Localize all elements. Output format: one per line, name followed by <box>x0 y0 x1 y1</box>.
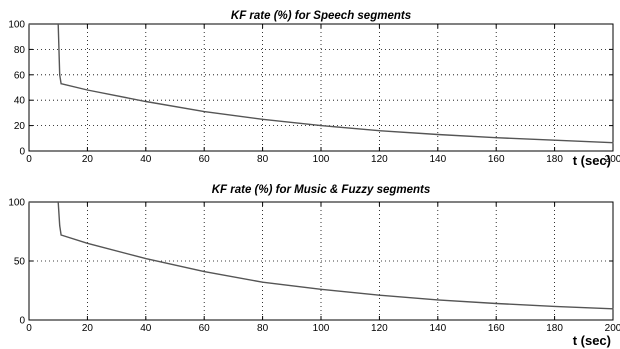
data-point <box>612 142 614 144</box>
x-tick-label: 200 <box>605 154 620 165</box>
data-point <box>86 242 88 244</box>
data-point <box>60 83 62 85</box>
x-tick-label: 200 <box>605 323 620 334</box>
x-tick-label: 20 <box>82 323 94 334</box>
x-tick-label: 180 <box>546 323 563 334</box>
data-point <box>378 130 380 132</box>
data-point <box>495 137 497 139</box>
data-point <box>554 305 556 308</box>
x-tick-label: 160 <box>488 154 505 165</box>
x-tick-label: 40 <box>140 323 152 334</box>
x-tick-label: 100 <box>313 154 330 165</box>
x-tick-label: 20 <box>82 154 94 165</box>
x-tick-label: 0 <box>26 154 32 165</box>
data-point <box>60 234 62 236</box>
series-line <box>29 201 614 310</box>
y-tick-label: 40 <box>14 96 26 107</box>
data-point <box>57 201 59 203</box>
data-point <box>320 125 322 127</box>
y-tick-label: 0 <box>19 316 25 327</box>
data-point <box>203 111 205 113</box>
data-point <box>262 118 264 120</box>
x-tick-label: 40 <box>140 154 152 165</box>
x-axis-label: t (sec) <box>573 153 611 168</box>
x-tick-label: 80 <box>257 154 269 165</box>
data-point <box>262 281 264 283</box>
x-tick-label: 180 <box>546 154 563 165</box>
y-tick-label: 20 <box>14 121 26 132</box>
data-point <box>59 225 61 227</box>
x-tick-label: 120 <box>371 154 388 165</box>
chart-title: KF rate (%) for Speech segments <box>231 10 411 22</box>
data-point <box>495 302 497 305</box>
x-tick-label: 0 <box>26 323 32 334</box>
x-tick-label: 120 <box>371 323 388 334</box>
x-tick-label: 100 <box>313 323 330 334</box>
x-tick-label: 140 <box>429 323 446 334</box>
x-tick-label: 80 <box>257 323 269 334</box>
data-point <box>203 271 205 273</box>
data-point <box>28 23 30 25</box>
data-point <box>612 308 614 310</box>
data-point <box>57 23 59 25</box>
series-line <box>29 23 614 144</box>
y-tick-label: 60 <box>14 70 26 81</box>
data-point <box>145 100 147 103</box>
y-tick-label: 80 <box>14 45 26 56</box>
data-point <box>145 258 147 260</box>
chart-panel-2: KF rate (%) for Music & Fuzzy segments 0 2… <box>8 184 620 348</box>
data-point <box>59 74 61 76</box>
x-tick-label: 140 <box>429 154 446 165</box>
data-point <box>378 294 380 296</box>
y-tick-label: 50 <box>14 257 26 268</box>
x-tick-label: 60 <box>199 323 211 334</box>
data-point <box>437 299 439 301</box>
data-point <box>554 139 556 141</box>
data-point <box>437 133 439 136</box>
data-point <box>320 288 322 290</box>
x-tick-label: 160 <box>488 323 505 334</box>
x-tick-label: 60 <box>199 154 211 165</box>
y-tick-label: 100 <box>8 20 25 31</box>
data-point <box>86 89 88 91</box>
chart-title: KF rate (%) for Music & Fuzzy segments <box>212 184 431 196</box>
y-tick-label: 100 <box>8 198 25 209</box>
y-tick-label: 0 <box>19 147 25 158</box>
plot-frame <box>28 23 614 152</box>
chart-panel-1: KF rate (%) for Speech segments 0 20 40 60 80… <box>8 10 620 168</box>
x-axis-label: t (sec) <box>573 333 611 348</box>
data-point <box>28 201 30 203</box>
